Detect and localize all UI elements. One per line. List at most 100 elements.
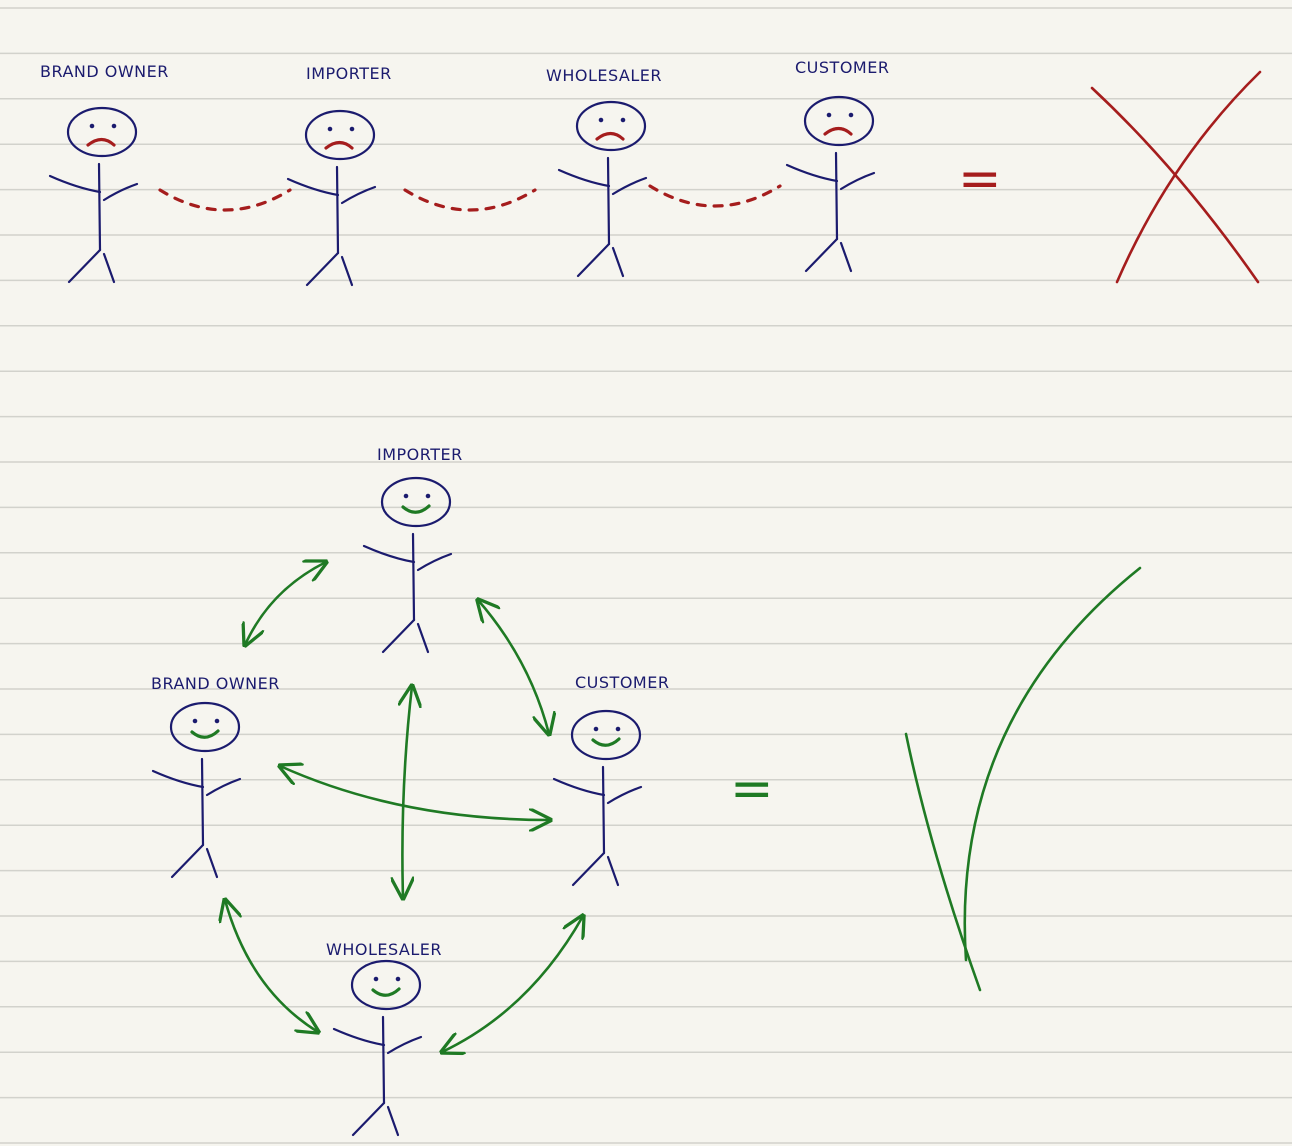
stick-figure-importer (286, 109, 377, 287)
left-leg (576, 242, 611, 278)
body (200, 757, 205, 847)
right-leg (205, 847, 219, 879)
left-arm (286, 177, 340, 197)
smile-mouth (190, 729, 220, 739)
left-leg (170, 843, 205, 879)
frown-mouth (324, 140, 354, 150)
right-arm (416, 552, 453, 572)
label-brand-owner-net: BRAND OWNER (151, 674, 280, 693)
head (803, 95, 875, 147)
right-leg (102, 252, 116, 284)
check-stroke (904, 732, 982, 992)
two-way-arrow (478, 600, 549, 734)
head (350, 959, 422, 1011)
right-leg (340, 255, 354, 287)
right-arm (386, 1035, 423, 1055)
eye-icon (214, 718, 220, 724)
label-importer-top: IMPORTER (306, 64, 392, 83)
eye-icon (192, 718, 198, 724)
check-stroke (963, 566, 1142, 962)
eye-icon (403, 493, 409, 499)
left-leg (67, 248, 102, 284)
eye-icon (327, 126, 333, 132)
check-mark-icon (904, 566, 1142, 992)
two-way-arrow (402, 686, 412, 898)
ruled-lines (0, 7, 1292, 1144)
right-leg (611, 246, 625, 278)
eye-icon (620, 117, 626, 123)
eye-icon (593, 726, 599, 732)
eye-icon (826, 112, 832, 118)
head (380, 476, 452, 528)
eye-icon (349, 126, 355, 132)
left-leg (804, 237, 839, 273)
eye-icon (425, 493, 431, 499)
left-arm (332, 1027, 386, 1047)
equals-sign-top: = (958, 149, 1002, 209)
right-arm (205, 777, 242, 797)
eye-icon (89, 123, 95, 129)
left-leg (381, 618, 416, 654)
stick-figure-brand-owner (48, 106, 139, 284)
network-diagram: IMPORTER BRAND OWNER CUSTOMER WHOLESALER… (151, 445, 1142, 1137)
eye-icon (598, 117, 604, 123)
stick-figure-customer (552, 709, 643, 887)
linear-chain-diagram: BRAND OWNER IMPORTER WHOLESALER CUSTOMER… (40, 58, 1262, 287)
right-leg (606, 855, 620, 887)
body (335, 165, 340, 255)
label-wholesaler-net: WHOLESALER (326, 940, 442, 959)
smile-mouth (371, 987, 401, 997)
broken-link (648, 184, 782, 208)
eye-icon (615, 726, 621, 732)
head (304, 109, 376, 161)
x-stroke (1090, 86, 1260, 284)
eye-icon (111, 123, 117, 129)
frown-mouth (823, 126, 853, 136)
stick-figure-wholesaler (557, 100, 648, 278)
stick-figure-brand-owner (151, 701, 242, 879)
label-brand-owner-top: BRAND OWNER (40, 62, 169, 81)
right-arm (102, 182, 139, 202)
right-leg (386, 1105, 400, 1137)
left-arm (151, 769, 205, 789)
label-customer-top: CUSTOMER (795, 58, 889, 77)
eye-icon (848, 112, 854, 118)
left-arm (552, 777, 606, 797)
right-leg (416, 622, 430, 654)
head (169, 701, 241, 753)
smile-mouth (591, 737, 621, 747)
body (601, 765, 606, 855)
left-leg (571, 851, 606, 887)
two-way-arrow (245, 562, 326, 645)
head (570, 709, 642, 761)
label-customer-net: CUSTOMER (575, 673, 669, 692)
left-arm (48, 174, 102, 194)
body (97, 162, 102, 252)
eye-icon (373, 976, 379, 982)
stick-figure-wholesaler (332, 959, 423, 1137)
two-way-arrow (225, 900, 318, 1032)
left-arm (557, 168, 611, 188)
two-way-arrow (442, 916, 583, 1052)
head (66, 106, 138, 158)
stick-figure-importer (362, 476, 453, 654)
right-leg (839, 241, 853, 273)
smile-mouth (401, 504, 431, 514)
equals-sign-net: = (730, 759, 774, 819)
body (834, 151, 839, 241)
right-arm (839, 171, 876, 191)
body (411, 532, 416, 622)
frown-mouth (595, 131, 625, 141)
two-way-arrow (280, 766, 550, 820)
body (606, 156, 611, 246)
label-importer-net: IMPORTER (377, 445, 463, 464)
broken-link (158, 188, 292, 212)
eye-icon (395, 976, 401, 982)
right-arm (606, 785, 643, 805)
stick-figure-customer (785, 95, 876, 273)
frown-mouth (86, 137, 116, 147)
left-arm (785, 163, 839, 183)
right-arm (340, 185, 377, 205)
x-stroke (1115, 70, 1262, 284)
